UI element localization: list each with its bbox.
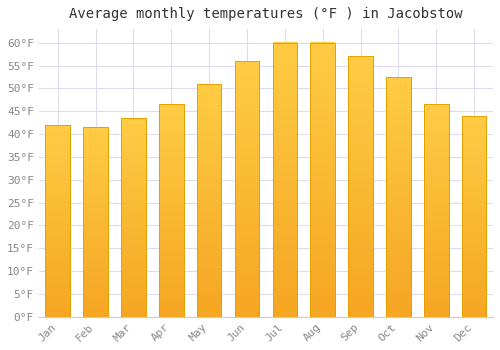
Bar	[234, 61, 260, 317]
Bar	[386, 77, 410, 317]
Bar	[197, 84, 222, 317]
Bar	[386, 77, 410, 317]
Bar	[462, 116, 486, 317]
Bar	[348, 56, 373, 317]
Bar	[159, 104, 184, 317]
Bar	[46, 125, 70, 317]
Bar	[310, 43, 335, 317]
Bar	[424, 104, 448, 317]
Bar	[424, 104, 448, 317]
Bar	[159, 104, 184, 317]
Bar	[310, 43, 335, 317]
Bar	[348, 56, 373, 317]
Bar	[462, 116, 486, 317]
Bar	[121, 118, 146, 317]
Bar	[272, 43, 297, 317]
Bar	[197, 84, 222, 317]
Bar	[272, 43, 297, 317]
Title: Average monthly temperatures (°F ) in Jacobstow: Average monthly temperatures (°F ) in Ja…	[69, 7, 462, 21]
Bar	[234, 61, 260, 317]
Bar	[84, 127, 108, 317]
Bar	[121, 118, 146, 317]
Bar	[46, 125, 70, 317]
Bar	[84, 127, 108, 317]
